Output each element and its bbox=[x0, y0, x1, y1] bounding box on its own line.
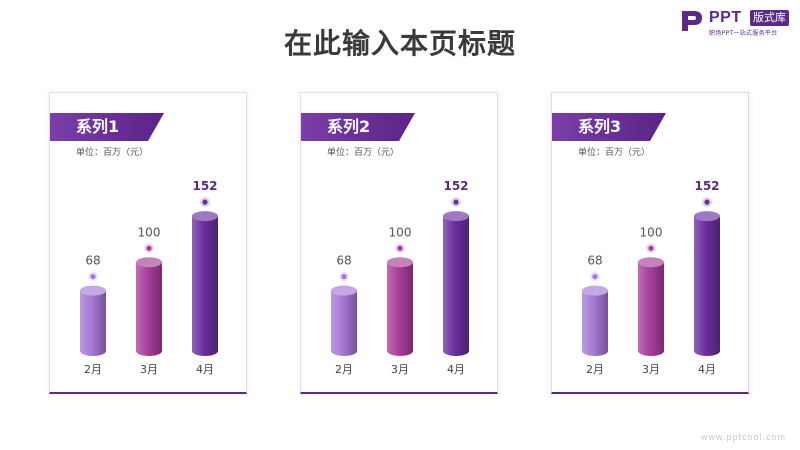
value-marker-dot bbox=[704, 199, 710, 205]
logo-p-icon bbox=[682, 11, 702, 31]
category-label: 2月 bbox=[335, 363, 353, 376]
bar-top bbox=[638, 257, 664, 268]
bar-top bbox=[136, 257, 162, 268]
bar bbox=[387, 262, 413, 356]
bar bbox=[443, 216, 469, 356]
bar-chart-1: 68 2月 100 3月 152 4月 bbox=[80, 179, 218, 376]
unit-label: 单位：百万（元） bbox=[76, 148, 149, 158]
category-label: 2月 bbox=[586, 363, 604, 376]
series-tag bbox=[552, 113, 666, 141]
unit-label: 单位：百万（元） bbox=[327, 148, 400, 158]
bar-top bbox=[387, 257, 413, 268]
bar-top bbox=[694, 211, 720, 222]
category-label: 3月 bbox=[140, 363, 158, 376]
value-marker-dot bbox=[146, 245, 152, 251]
logo-brand-text: PPT bbox=[709, 9, 742, 26]
value-label: 68 bbox=[85, 254, 100, 268]
value-marker-dot bbox=[202, 199, 208, 205]
bar bbox=[582, 290, 608, 356]
chart-card-1: 系列1 单位：百万（元） 68 2月 100 3月 152 4月 bbox=[49, 92, 247, 394]
series-tag bbox=[301, 113, 415, 141]
category-label: 3月 bbox=[391, 363, 409, 376]
value-label: 152 bbox=[694, 179, 719, 193]
series-name: 系列1 bbox=[76, 117, 120, 136]
bar bbox=[331, 290, 357, 356]
bar-chart-3: 68 2月 100 3月 152 4月 bbox=[582, 179, 720, 376]
series-name: 系列3 bbox=[578, 117, 622, 136]
logo-tagline: 职场PPT一站式服务平台 bbox=[709, 30, 778, 37]
category-label: 4月 bbox=[698, 363, 716, 376]
series-tag bbox=[50, 113, 164, 141]
value-marker-dot bbox=[341, 274, 347, 280]
page-title: 在此输入本页标题 bbox=[283, 27, 516, 60]
series-name: 系列2 bbox=[327, 117, 371, 136]
brand-logo: PPT 版式库 职场PPT一站式服务平台 bbox=[680, 8, 792, 37]
chart-card-2: 系列2 单位：百万（元） 68 2月 100 3月 152 4月 bbox=[300, 92, 498, 394]
category-label: 3月 bbox=[642, 363, 660, 376]
value-marker-dot bbox=[648, 245, 654, 251]
bar-top bbox=[80, 285, 106, 296]
category-label: 4月 bbox=[196, 363, 214, 376]
bar bbox=[192, 216, 218, 356]
bar-top bbox=[331, 285, 357, 296]
bar bbox=[638, 262, 664, 356]
value-label: 152 bbox=[443, 179, 468, 193]
value-label: 68 bbox=[587, 254, 602, 268]
value-label: 100 bbox=[389, 225, 412, 239]
category-label: 2月 bbox=[84, 363, 102, 376]
bar-chart-2: 68 2月 100 3月 152 4月 bbox=[331, 179, 469, 376]
bar bbox=[136, 262, 162, 356]
footer-url: www.pptcool.com bbox=[700, 432, 786, 442]
bar bbox=[694, 216, 720, 356]
value-marker-dot bbox=[592, 274, 598, 280]
value-marker-dot bbox=[397, 245, 403, 251]
value-marker-dot bbox=[453, 199, 459, 205]
bar-top bbox=[443, 211, 469, 222]
value-label: 100 bbox=[138, 225, 161, 239]
bar-top bbox=[582, 285, 608, 296]
chart-card-3: 系列3 单位：百万（元） 68 2月 100 3月 152 4月 bbox=[551, 92, 749, 394]
bar bbox=[80, 290, 106, 356]
category-label: 4月 bbox=[447, 363, 465, 376]
value-label: 68 bbox=[336, 254, 351, 268]
value-label: 100 bbox=[640, 225, 663, 239]
bar-top bbox=[192, 211, 218, 222]
value-marker-dot bbox=[90, 274, 96, 280]
value-label: 152 bbox=[192, 179, 217, 193]
unit-label: 单位：百万（元） bbox=[578, 148, 651, 158]
logo-badge: 版式库 bbox=[750, 10, 789, 26]
